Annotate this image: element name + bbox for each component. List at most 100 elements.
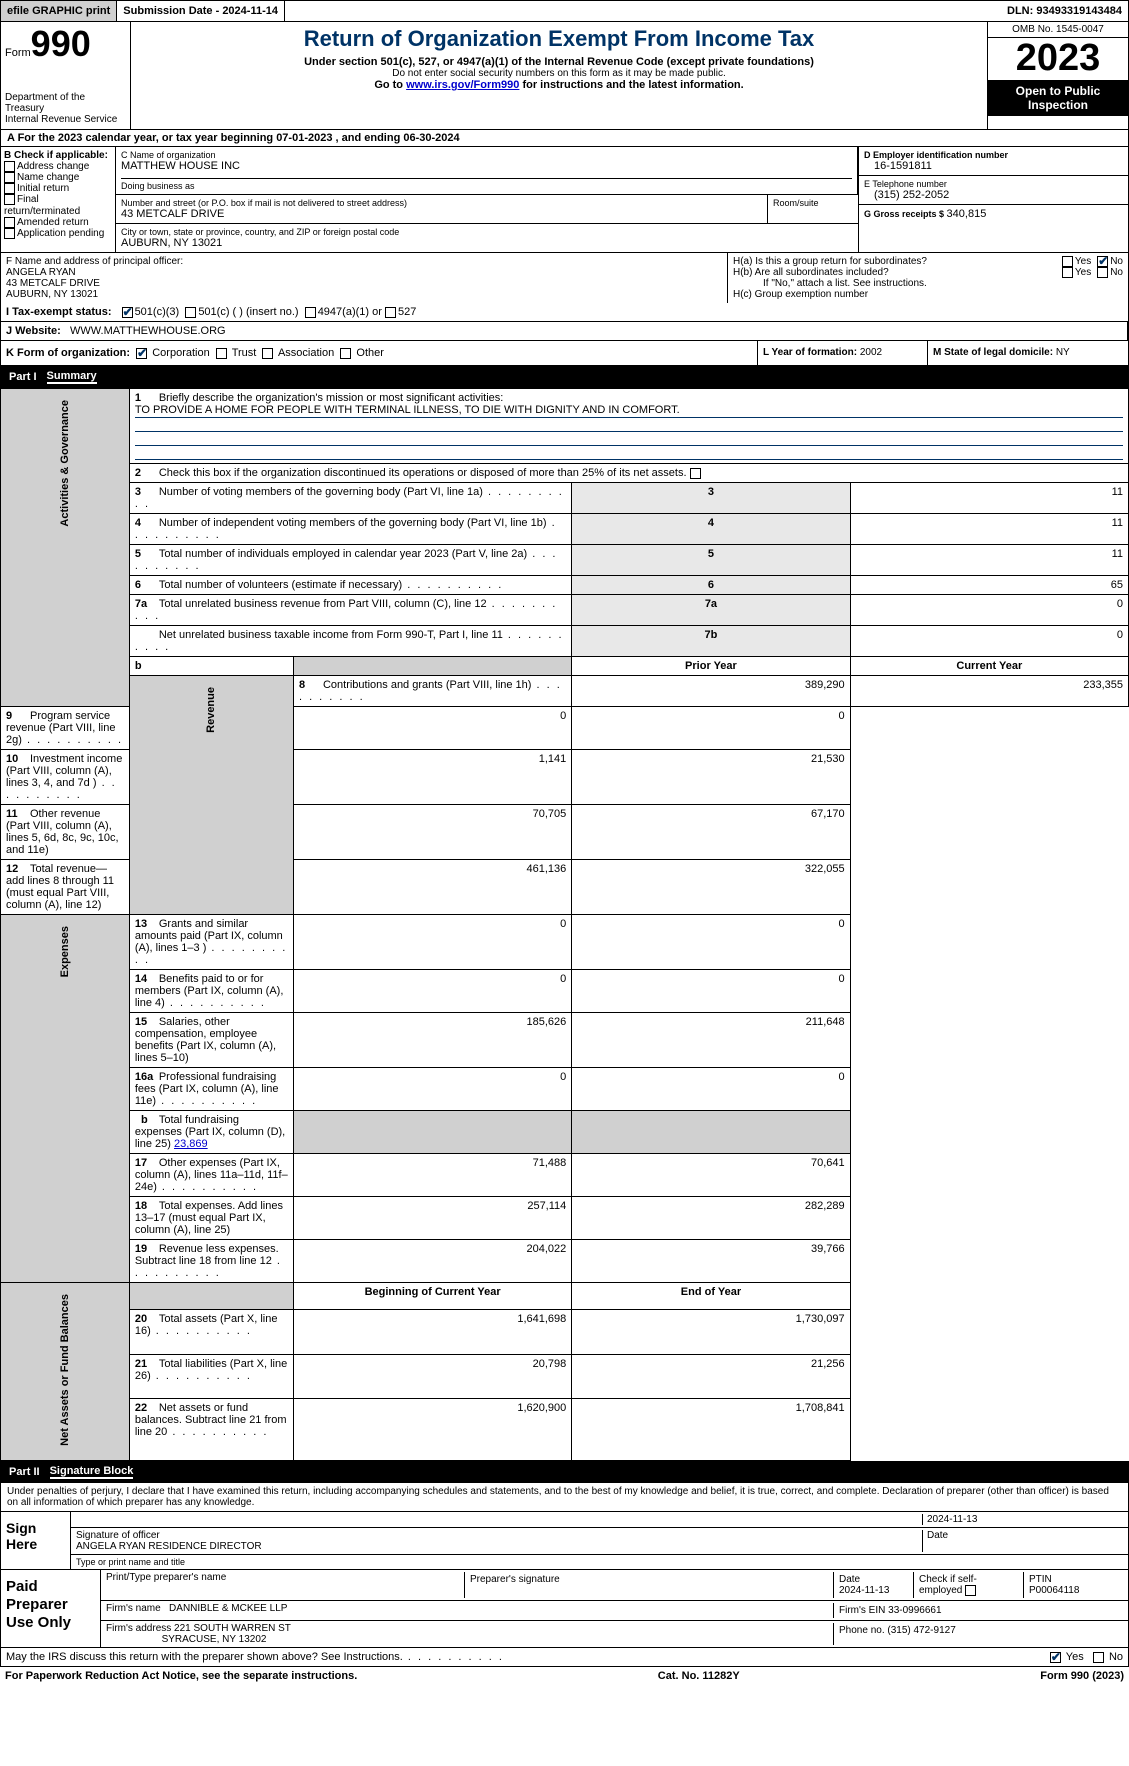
- cb-501c[interactable]: [185, 307, 196, 318]
- p8: 389,290: [572, 676, 850, 707]
- firm-phone: (315) 472-9127: [887, 1625, 955, 1636]
- val3: 11: [850, 483, 1128, 514]
- form-ref: Form 990 (2023): [1040, 1670, 1124, 1682]
- line8: Contributions and grants (Part VIII, lin…: [323, 679, 532, 691]
- cb-other[interactable]: [340, 348, 351, 359]
- current-year-hdr: Current Year: [850, 657, 1128, 676]
- cb-self-employed[interactable]: [965, 1585, 976, 1596]
- cb-trust[interactable]: [216, 348, 227, 359]
- val6: 65: [850, 576, 1128, 595]
- room-label: Room/suite: [773, 198, 853, 208]
- cb-address-change[interactable]: [4, 161, 15, 172]
- paid-preparer-label: Paid Preparer Use Only: [1, 1570, 101, 1647]
- row-a-tax-year: A For the 2023 calendar year, or tax yea…: [0, 130, 1129, 147]
- val7a: 0: [850, 595, 1128, 626]
- phone-value: (315) 252-2052: [864, 189, 1123, 201]
- perjury-para: Under penalties of perjury, I declare th…: [1, 1483, 1128, 1512]
- street-value: 43 METCALF DRIVE: [121, 208, 762, 220]
- prep-date: 2024-11-13: [839, 1585, 889, 1596]
- tax-year: 2023: [988, 38, 1128, 80]
- ein-value: 16-1591811: [864, 160, 1123, 172]
- type-name-label: Type or print name and title: [71, 1555, 1128, 1569]
- cb-discontinued[interactable]: [690, 468, 701, 479]
- prior-year-hdr: Prior Year: [572, 657, 850, 676]
- cb-501c3[interactable]: [122, 307, 133, 318]
- officer-street: 43 METCALF DRIVE: [6, 278, 722, 289]
- end-hdr: End of Year: [572, 1283, 850, 1310]
- cb-discuss-no[interactable]: [1093, 1652, 1104, 1663]
- officer-name-sig: ANGELA RYAN RESIDENCE DIRECTOR: [76, 1541, 262, 1552]
- domicile: NY: [1056, 347, 1070, 358]
- efile-print-button[interactable]: efile GRAPHIC print: [1, 1, 117, 21]
- row-i: I Tax-exempt status: 501(c)(3) 501(c) ( …: [0, 303, 1129, 322]
- goto-line: Go to www.irs.gov/Form990 for instructio…: [139, 79, 979, 91]
- val4: 11: [850, 514, 1128, 545]
- part2-header: Part II Signature Block: [0, 1461, 1129, 1483]
- form-number: 990: [31, 23, 91, 64]
- cb-ha-no[interactable]: [1097, 256, 1108, 267]
- form-header: Form990 Department of the Treasury Inter…: [0, 22, 1129, 130]
- form-title: Return of Organization Exempt From Incom…: [139, 26, 979, 52]
- dept-treasury: Department of the Treasury: [5, 92, 126, 114]
- cb-hb-yes[interactable]: [1062, 267, 1073, 278]
- cb-discuss-yes[interactable]: [1050, 1652, 1061, 1663]
- form-subtitle: Under section 501(c), 527, or 4947(a)(1)…: [139, 56, 979, 68]
- line5: Total number of individuals employed in …: [159, 548, 527, 560]
- ptin: P00064118: [1029, 1585, 1079, 1596]
- cb-application-pending[interactable]: [4, 228, 15, 239]
- begin-hdr: Beginning of Current Year: [293, 1283, 571, 1310]
- cb-4947[interactable]: [305, 307, 316, 318]
- public-inspection: Open to Public Inspection: [988, 80, 1128, 116]
- cb-amended[interactable]: [4, 217, 15, 228]
- sign-here-label: Sign Here: [1, 1512, 71, 1569]
- hb-note: If "No," attach a list. See instructions…: [733, 278, 1123, 289]
- cb-527[interactable]: [385, 307, 396, 318]
- line7a: Total unrelated business revenue from Pa…: [159, 598, 487, 610]
- cb-final-return[interactable]: [4, 194, 15, 205]
- cb-ha-yes[interactable]: [1062, 256, 1073, 267]
- hb-label: H(b) Are all subordinates included?: [733, 267, 1062, 278]
- cb-name-change[interactable]: [4, 172, 15, 183]
- sig-date1: 2024-11-13: [923, 1514, 1123, 1525]
- cb-assoc[interactable]: [262, 348, 273, 359]
- cb-hb-no[interactable]: [1097, 267, 1108, 278]
- entity-grid: B Check if applicable: Address change Na…: [0, 147, 1129, 252]
- pra-notice: For Paperwork Reduction Act Notice, see …: [5, 1670, 357, 1682]
- gross-value: 340,815: [947, 208, 987, 220]
- cb-corp[interactable]: [136, 348, 147, 359]
- phone-label: E Telephone number: [864, 179, 1123, 189]
- irs-link[interactable]: www.irs.gov/Form990: [406, 79, 519, 91]
- street-label: Number and street (or P.O. box if mail i…: [121, 198, 762, 208]
- officer-city: AUBURN, NY 13021: [6, 289, 722, 300]
- omb-number: OMB No. 1545-0047: [988, 22, 1128, 38]
- line1-label: Briefly describe the organization's miss…: [159, 392, 503, 404]
- line2: Check this box if the organization disco…: [159, 467, 687, 479]
- cb-initial-return[interactable]: [4, 183, 15, 194]
- line4: Number of independent voting members of …: [159, 517, 547, 529]
- org-name: MATTHEW HOUSE INC: [121, 160, 852, 172]
- val5: 11: [850, 545, 1128, 576]
- dba-label: Doing business as: [121, 178, 852, 191]
- line16b-val: 23,869: [174, 1138, 208, 1150]
- c8: 233,355: [850, 676, 1128, 707]
- line3: Number of voting members of the governin…: [159, 486, 483, 498]
- ssn-note: Do not enter social security numbers on …: [139, 68, 979, 79]
- mission-text: TO PROVIDE A HOME FOR PEOPLE WITH TERMIN…: [135, 404, 1123, 418]
- website-value: WWW.MATTHEWHOUSE.ORG: [70, 325, 226, 337]
- city-value: AUBURN, NY 13021: [121, 237, 853, 249]
- tab-expenses: Expenses: [59, 918, 71, 985]
- fh-row: F Name and address of principal officer:…: [0, 252, 1129, 303]
- line7b: Net unrelated business taxable income fr…: [159, 629, 503, 641]
- dln: DLN: 93493319143484: [1001, 3, 1128, 19]
- firm-name: DANNIBLE & MCKEE LLP: [169, 1603, 287, 1614]
- discuss-row: May the IRS discuss this return with the…: [0, 1648, 1129, 1667]
- part1-header: Part I Summary: [0, 366, 1129, 388]
- cat-no: Cat. No. 11282Y: [658, 1670, 740, 1682]
- topbar: efile GRAPHIC print Submission Date - 20…: [0, 0, 1129, 22]
- row-klm: K Form of organization: Corporation Trus…: [0, 341, 1129, 366]
- ein-label: D Employer identification number: [864, 150, 1123, 160]
- form-label: Form: [5, 47, 31, 59]
- irs-label: Internal Revenue Service: [5, 114, 126, 125]
- city-label: City or town, state or province, country…: [121, 227, 853, 237]
- ha-label: H(a) Is this a group return for subordin…: [733, 256, 1062, 267]
